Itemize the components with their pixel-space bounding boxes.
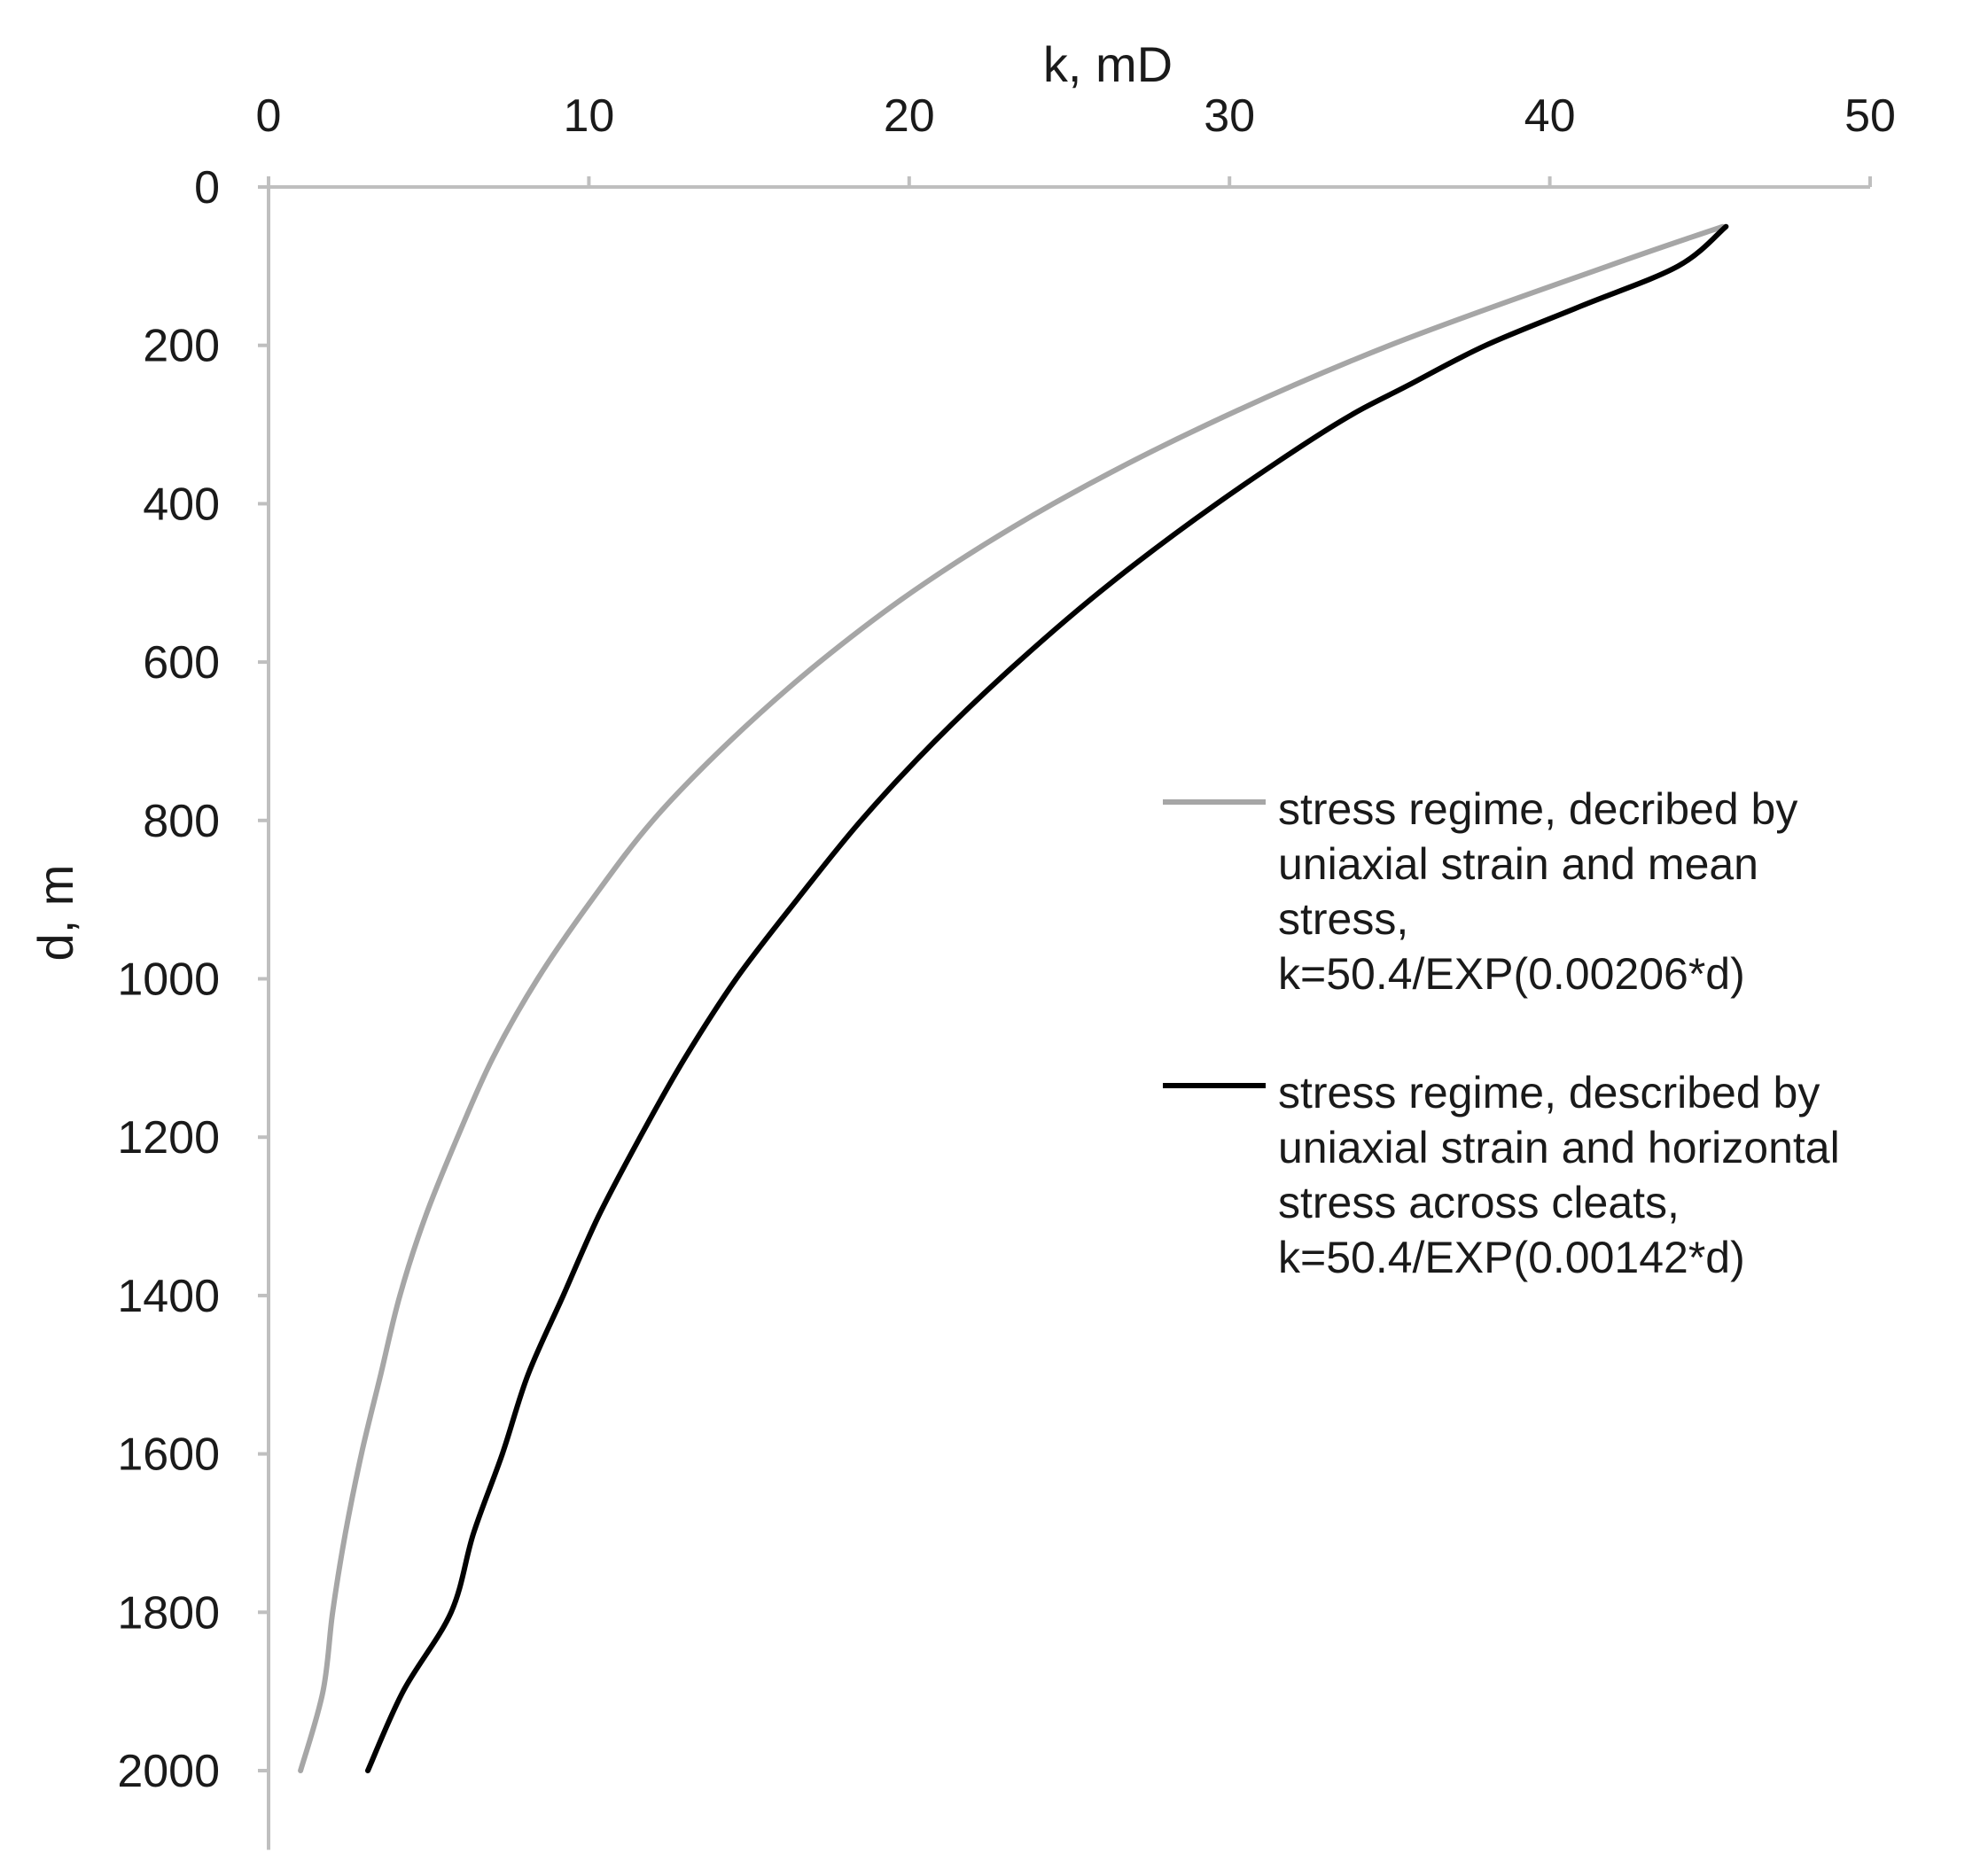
legend-label-1: k=50.4/EXP(0.00206*d) [1278,949,1745,999]
axes-layer: 0 10 20 30 40 50 0 200 400 600 800 1000 1200 1400 1600… [117,90,1896,1850]
series-line-1 [298,223,1726,1773]
legend-label-2: stress regime, described by [1278,1068,1820,1118]
x-tick-label: 30 [1204,90,1255,142]
x-tick-label: 50 [1844,90,1896,142]
y-tick-label: 1000 [117,954,220,1006]
legend-label-1: stress regime, decribed by [1278,784,1797,834]
x-tick-label: 40 [1524,90,1576,142]
y-tick-label: 0 [194,162,220,214]
series-line-2 [365,223,1729,1773]
y-axis-title: d, m [27,865,83,962]
x-tick-label: 0 [256,90,282,142]
y-tick-label: 1400 [117,1271,220,1322]
y-tick-label: 200 [143,321,220,372]
x-tick-label: 20 [884,90,935,142]
legend-label-1: uniaxial strain and mean [1278,839,1758,889]
y-tick-label: 800 [143,796,220,847]
y-tick-label: 1800 [117,1587,220,1639]
y-tick-label: 1200 [117,1112,220,1164]
series-layer [298,223,1729,1773]
x-axis-title: k, mD [1043,36,1173,92]
legend-label-2: uniaxial strain and horizontal [1278,1123,1840,1172]
legend-label-2: k=50.4/EXP(0.00142*d) [1278,1233,1745,1282]
y-tick-label: 1600 [117,1429,220,1481]
y-tick-label: 2000 [117,1746,220,1797]
x-tick-label: 10 [563,90,614,142]
legend-label-2: stress across cleats, [1278,1178,1680,1227]
legend-label-1: stress, [1278,894,1408,944]
y-tick-label: 600 [143,637,220,689]
y-tick-label: 400 [143,479,220,530]
